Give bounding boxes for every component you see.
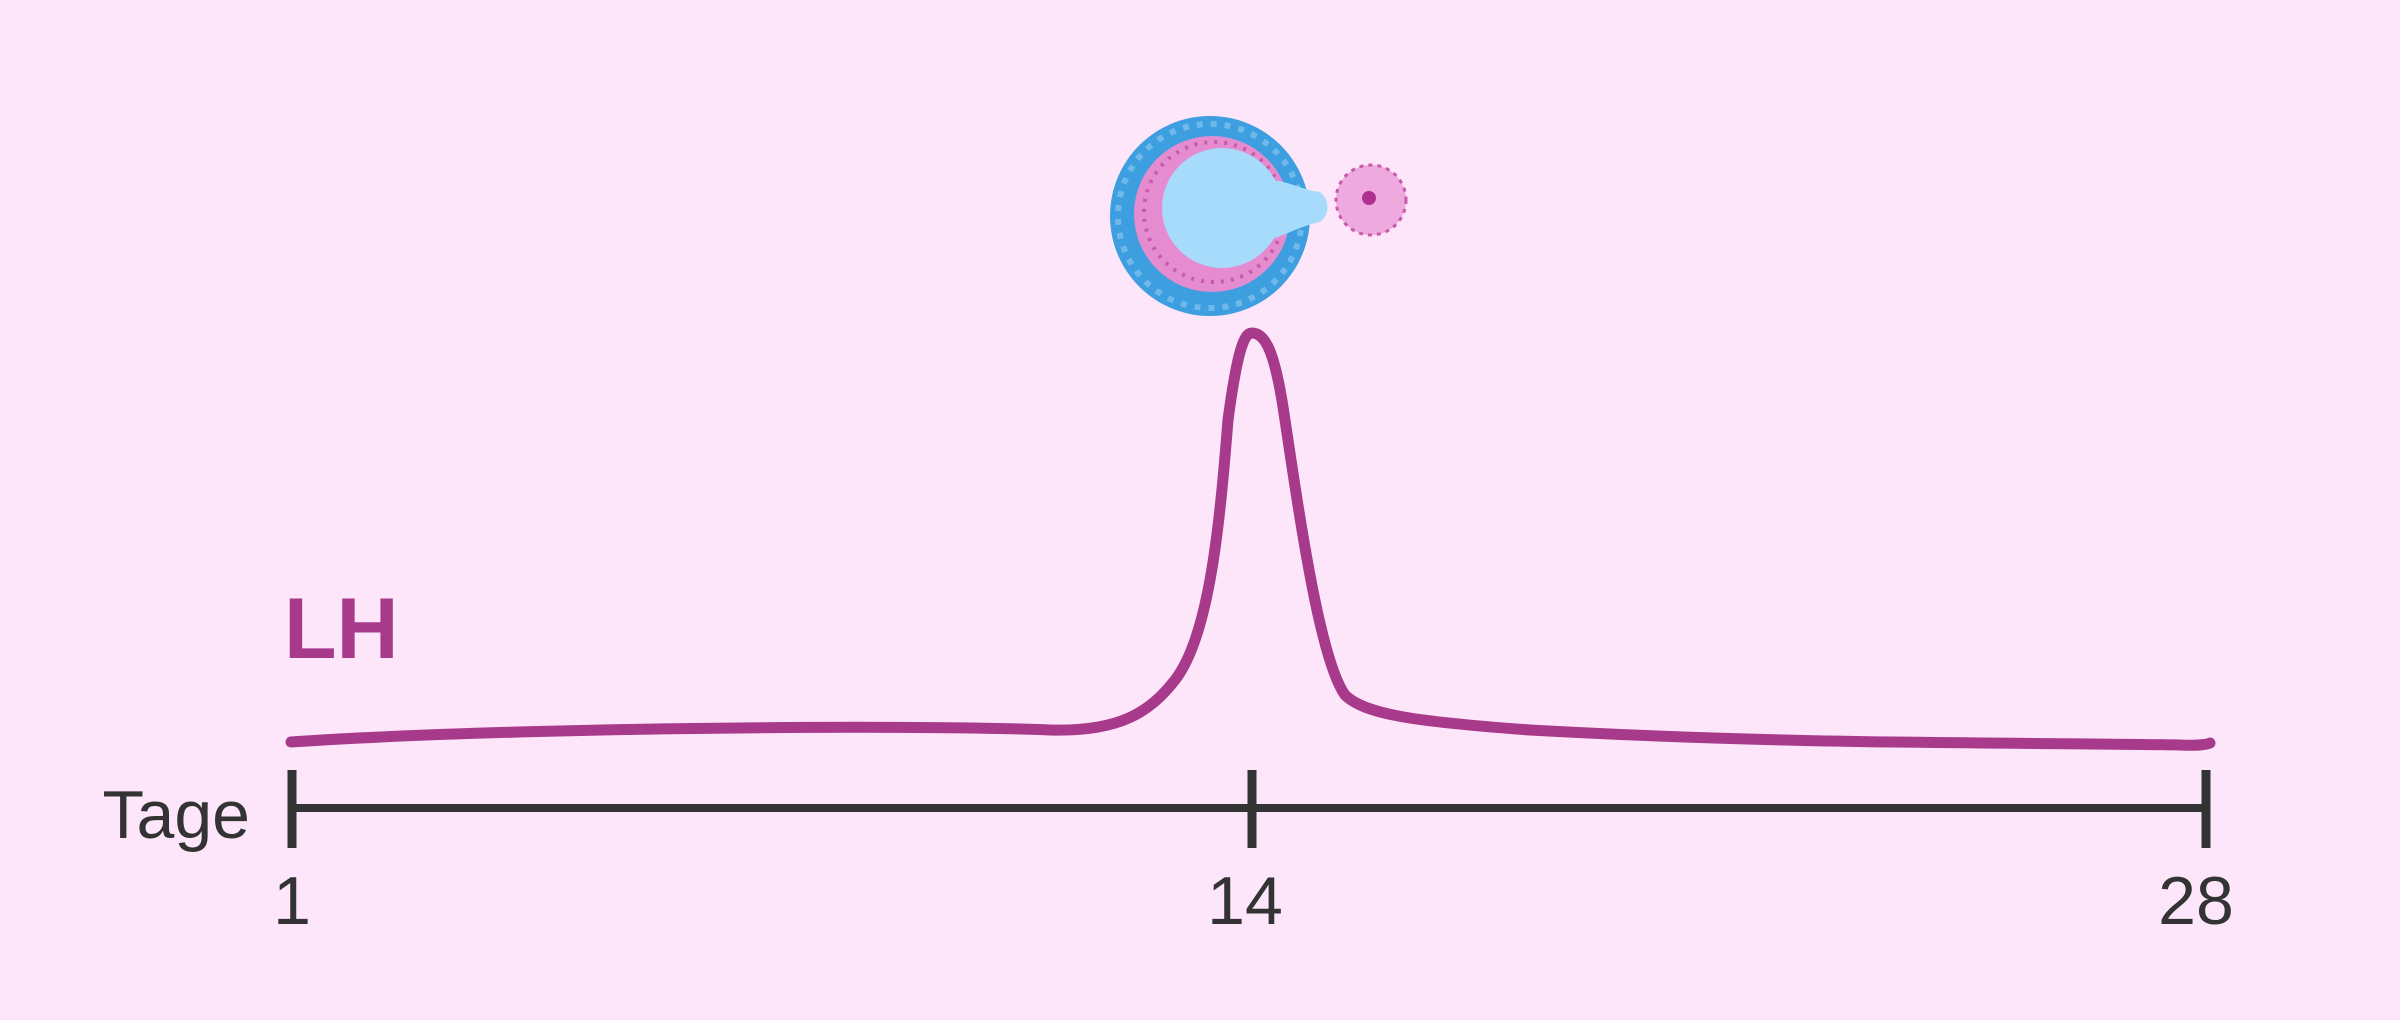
follicle-illustration (1110, 116, 1408, 316)
tick-label: 1 (273, 863, 311, 939)
egg-nucleus (1362, 191, 1376, 205)
lh-curve (285, 327, 2216, 751)
follicle-antrum (1162, 148, 1282, 268)
tick-label: 28 (2158, 863, 2234, 939)
follicle-opening (1260, 179, 1328, 242)
tick-label: 14 (1207, 863, 1283, 939)
axis-title: Tage (103, 777, 250, 853)
curve-label: LH (284, 581, 399, 677)
